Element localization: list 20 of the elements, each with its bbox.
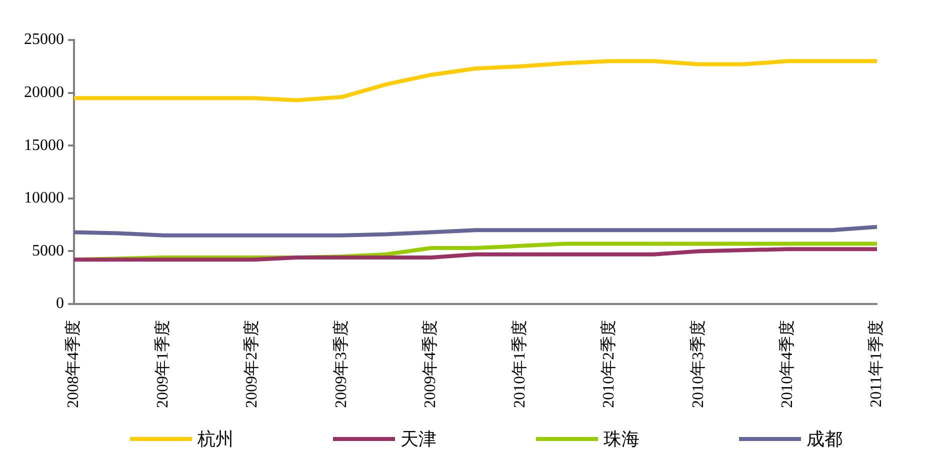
x-tick-label: 2009年2季度 [242,320,261,408]
x-tick-label: 2010年1季度 [510,320,528,408]
y-tick-label: 0 [56,295,64,312]
x-tick-label: 2009年3季度 [332,320,350,408]
y-tick-label: 15000 [24,136,64,154]
x-tick-label: 2010年4季度 [778,320,796,408]
x-tick-label: 2009年4季度 [421,320,440,408]
legend-label: 珠海 [604,428,640,450]
y-tick-label: 10000 [24,190,64,207]
x-tick-label: 2011年1季度 [867,320,886,408]
x-tick-label: 2008年4季度 [64,320,82,408]
legend-label: 杭州 [198,428,234,450]
x-tick-label: 2010年3季度 [688,320,707,408]
y-tick-label: 25000 [24,31,64,48]
legend-label: 成都 [806,428,842,450]
y-tick-label: 5000 [32,242,64,260]
x-tick-label: 2009年1季度 [153,320,172,408]
legend-label: 天津 [400,428,436,450]
x-tick-label: 2010年2季度 [600,320,618,408]
y-tick-label: 20000 [24,84,64,102]
